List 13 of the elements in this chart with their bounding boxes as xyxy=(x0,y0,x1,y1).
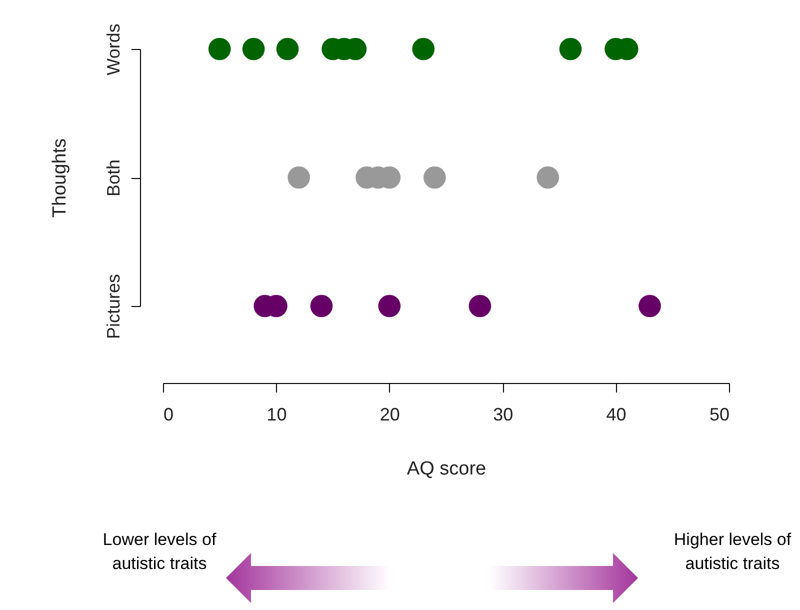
y-tick-label: Both xyxy=(104,159,124,197)
text: Higher levels of autistic traits xyxy=(672,529,792,575)
y-tick-label: Pictures xyxy=(104,274,124,340)
y-axis-title: Thoughts xyxy=(50,138,70,218)
x-tick-label: 0 xyxy=(164,404,174,424)
x-axis-title: AQ score xyxy=(406,458,486,480)
x-tick-label: 30 xyxy=(493,404,514,424)
x-tick-label: 40 xyxy=(606,404,626,424)
x-tick-label: 20 xyxy=(380,404,400,424)
x-tick-label: 50 xyxy=(709,404,730,424)
y-tick-label: Words xyxy=(104,24,124,76)
text: Lower levels of autistic traits xyxy=(102,529,218,575)
x-tick-label: 10 xyxy=(266,404,287,424)
